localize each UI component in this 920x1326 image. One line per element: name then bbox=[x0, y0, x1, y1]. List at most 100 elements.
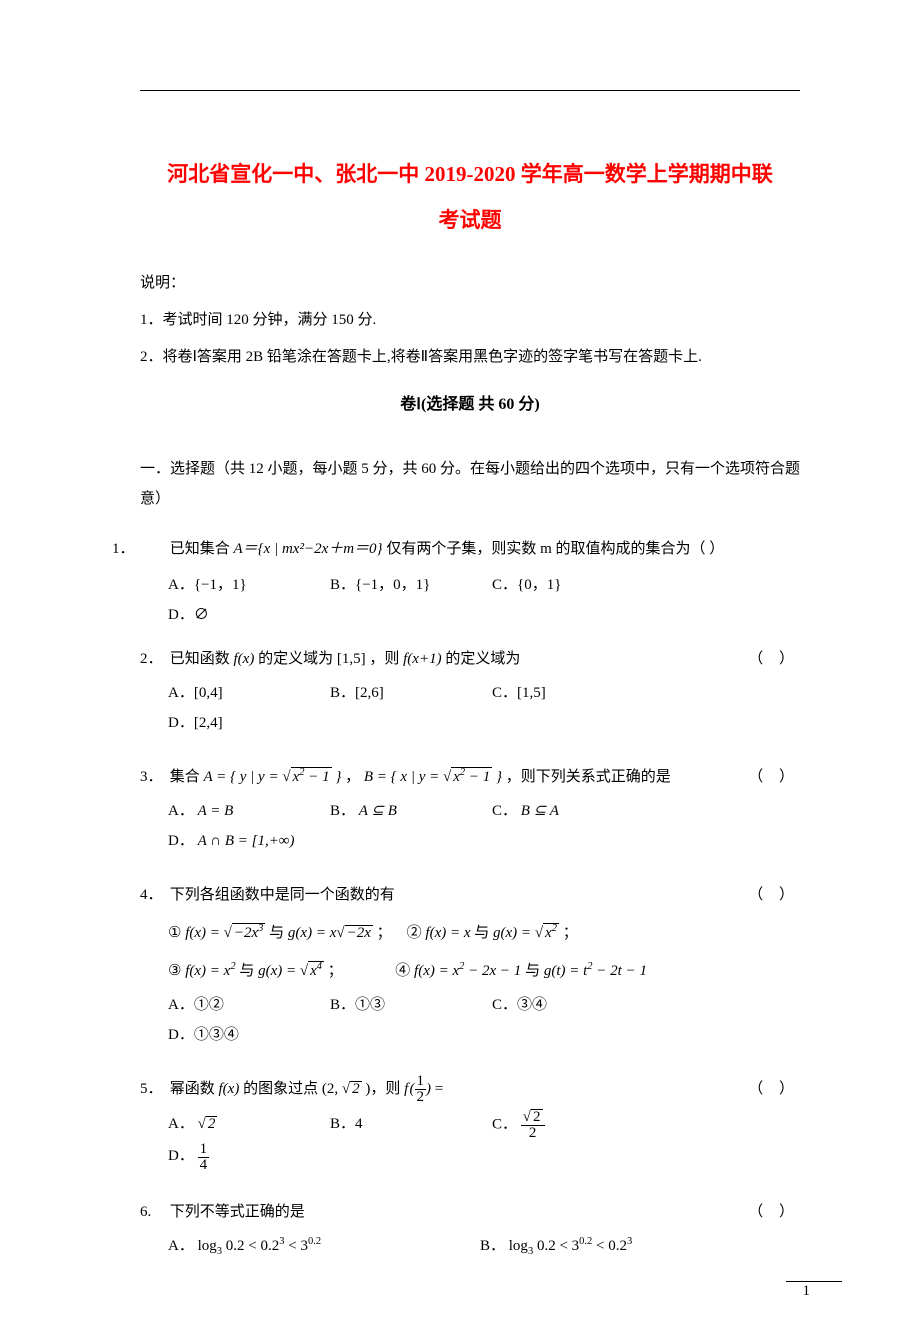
q5-opt-d-frac: 1 4 bbox=[198, 1142, 210, 1173]
q6-options: A． log3 0.2 < 0.23 < 30.2 B． log3 0.2 < … bbox=[168, 1231, 800, 1262]
q6-opt-b: B． log3 0.2 < 30.2 < 0.23 bbox=[480, 1231, 780, 1262]
q4-paren: （ ） bbox=[748, 880, 800, 910]
instructions-label: 说明： bbox=[140, 267, 800, 300]
q4-opt-d: D．①③④ bbox=[168, 1020, 318, 1050]
q4-item4-and: 与 bbox=[525, 963, 544, 979]
question-2: 2． 已知函数 f(x) 的定义域为 [1,5] ，则 f(x+1) 的定义域为… bbox=[140, 644, 800, 752]
q1-opt-b: B．{−1，0，1} bbox=[330, 570, 480, 600]
instruction-1: 1．考试时间 120 分钟，满分 150 分. bbox=[140, 304, 800, 337]
q4-num: 4． bbox=[140, 880, 166, 910]
q5-opt-a-expr: √2 bbox=[198, 1116, 218, 1132]
question-5: 5． 幂函数 f(x) 的图象过点 (2, √2 )，则 f (12) = （ … bbox=[140, 1074, 800, 1186]
exam-title: 河北省宣化一中、张北一中 2019-2020 学年高一数学上学期期中联 考试题 bbox=[140, 151, 800, 243]
q5-opt-a: A． √2 bbox=[168, 1109, 318, 1141]
q2-fx: f(x) bbox=[234, 651, 255, 667]
page-number: 1 bbox=[803, 1283, 811, 1300]
q3-set-a: A = { y | y = √x2 − 1 } bbox=[204, 769, 342, 785]
q2-paren: （ ） bbox=[748, 644, 800, 674]
q3-text-a: 集合 bbox=[170, 769, 204, 785]
q4-item4-label: ④ bbox=[395, 963, 414, 979]
q4-item1-label: ① bbox=[168, 925, 185, 941]
q4-item1-f: f(x) = √−2x3 bbox=[185, 925, 265, 941]
q2-text-c: ，则 bbox=[369, 651, 403, 667]
q4-item2-label: ② bbox=[407, 925, 426, 941]
question-4: 4． 下列各组函数中是同一个函数的有 （ ） ① f(x) = √−2x3 与 … bbox=[140, 880, 800, 1064]
q4-item2-and: 与 bbox=[474, 925, 493, 941]
q4-options: A．①② B．①③ C．③④ D．①③④ bbox=[168, 990, 800, 1050]
q3-set-b: B = { x | y = √x2 − 1 } bbox=[364, 769, 502, 785]
q6-num: 6. bbox=[140, 1197, 166, 1227]
q3-num: 3． bbox=[140, 762, 166, 792]
q5-text-c: )，则 bbox=[365, 1081, 404, 1097]
q4-item4-f: f(x) = x2 − 2x − 1 bbox=[414, 963, 521, 979]
q4-opt-c: C．③④ bbox=[492, 990, 642, 1020]
question-6: 6. 下列不等式正确的是 （ ） A． log3 0.2 < 0.23 < 30… bbox=[140, 1197, 800, 1276]
q5-sqrt2: √2 bbox=[342, 1081, 362, 1097]
q2-options: A．[0,4] B．[2,6] C．[1,5] D．[2,4] bbox=[168, 678, 800, 738]
q6-opt-b-label: B． bbox=[480, 1238, 505, 1254]
top-rule bbox=[140, 90, 800, 91]
q5-opt-d: D． 1 4 bbox=[168, 1141, 318, 1172]
q4-item3-g: g(x) = √x4 bbox=[258, 963, 324, 979]
instruction-2: 2．将卷Ⅰ答案用 2B 铅笔涂在答题卡上,将卷Ⅱ答案用黑色字迹的签字笔书写在答题… bbox=[140, 341, 800, 374]
q4-text: 下列各组函数中是同一个函数的有 bbox=[170, 887, 395, 903]
q6-opt-b-expr: log3 0.2 < 30.2 < 0.23 bbox=[509, 1238, 632, 1254]
q4-item4-g: g(t) = t2 − 2t − 1 bbox=[544, 963, 647, 979]
q4-item2-f: f(x) = x bbox=[425, 925, 470, 941]
q6-opt-a-label: A． bbox=[168, 1238, 194, 1254]
choice-intro: 一．选择题（共 12 小题，每小题 5 分，共 60 分。在每小题给出的四个选项… bbox=[140, 454, 800, 514]
section-1-title: 卷Ⅰ(选择题 共 60 分) bbox=[140, 390, 800, 414]
q2-fx1: f(x+1) bbox=[403, 651, 441, 667]
q5-opt-c-frac: √2 2 bbox=[521, 1109, 545, 1141]
q1-set-expr: A＝{x | mx²−2x＋m＝0} bbox=[234, 541, 383, 557]
q5-opt-d-label: D． bbox=[168, 1148, 194, 1164]
question-1: 1． 已知集合 A＝{x | mx²−2x＋m＝0} 仅有两个子集，则实数 m … bbox=[140, 534, 800, 630]
q2-opt-d: D．[2,4] bbox=[168, 708, 318, 738]
q2-num: 2． bbox=[140, 644, 166, 674]
q5-opt-b: B．4 bbox=[330, 1109, 480, 1141]
q4-item3-and: 与 bbox=[239, 963, 258, 979]
q2-opt-c: C．[1,5] bbox=[492, 678, 642, 708]
question-3: 3． 集合 A = { y | y = √x2 − 1 } ， B = { x … bbox=[140, 762, 800, 870]
q5-fhalf: f (12) bbox=[404, 1081, 431, 1097]
q4-sep2: ； bbox=[563, 925, 578, 941]
q1-opt-d: D．∅ bbox=[168, 600, 318, 630]
q5-eq: = bbox=[435, 1081, 443, 1097]
q5-opt-a-label: A． bbox=[168, 1116, 194, 1132]
title-line-1: 河北省宣化一中、张北一中 2019-2020 学年高一数学上学期期中联 bbox=[167, 162, 773, 186]
q4-opt-b: B．①③ bbox=[330, 990, 480, 1020]
q2-opt-a: A．[0,4] bbox=[168, 678, 318, 708]
q5-opt-c: C． √2 2 bbox=[492, 1109, 642, 1141]
q2-text-a: 已知函数 bbox=[170, 651, 234, 667]
q3-text-b: ，则下列关系式正确的是 bbox=[506, 769, 671, 785]
q6-text: 下列不等式正确的是 bbox=[170, 1204, 305, 1220]
q3-sep: ， bbox=[345, 769, 360, 785]
q3-opt-b-label: B． bbox=[330, 803, 355, 819]
q3-opt-d-expr: A ∩ B = [1,+∞) bbox=[198, 833, 295, 849]
q1-num: 1． bbox=[140, 534, 166, 564]
q2-text-b: 的定义域为 bbox=[258, 651, 337, 667]
q2-opt-b: B．[2,6] bbox=[330, 678, 480, 708]
q2-dom: [1,5] bbox=[337, 651, 366, 667]
q3-opt-c: C． B ⊆ A bbox=[492, 796, 642, 826]
page-number-rule bbox=[786, 1281, 842, 1282]
q1-options: A．{−1，1} B．{−1，0，1} C．{0，1} D．∅ bbox=[168, 570, 800, 630]
q3-options: A． A = B B． A ⊆ B C． B ⊆ A D． A ∩ B = [1… bbox=[168, 796, 800, 856]
q3-opt-d: D． A ∩ B = [1,+∞) bbox=[168, 826, 338, 856]
q4-item1-and: 与 bbox=[269, 925, 288, 941]
q1-text-a: 已知集合 bbox=[170, 541, 234, 557]
q3-opt-b: B． A ⊆ B bbox=[330, 796, 480, 826]
q3-paren: （ ） bbox=[748, 762, 800, 792]
q5-fx: f(x) bbox=[219, 1081, 240, 1097]
q1-text-b: 仅有两个子集，则实数 m 的取值构成的集合为（ ） bbox=[386, 541, 724, 557]
q5-num: 5． bbox=[140, 1074, 166, 1104]
q3-opt-a-expr: A = B bbox=[198, 803, 234, 819]
q2-text-d: 的定义域为 bbox=[445, 651, 520, 667]
q5-opt-c-label: C． bbox=[492, 1117, 517, 1133]
q4-sep1: ； bbox=[377, 925, 392, 941]
q6-paren: （ ） bbox=[748, 1197, 800, 1227]
q3-opt-c-label: C． bbox=[492, 803, 517, 819]
q5-options: A． √2 B．4 C． √2 2 D． 1 4 bbox=[168, 1109, 800, 1172]
q1-opt-c: C．{0，1} bbox=[492, 570, 642, 600]
title-line-2: 考试题 bbox=[439, 208, 502, 232]
